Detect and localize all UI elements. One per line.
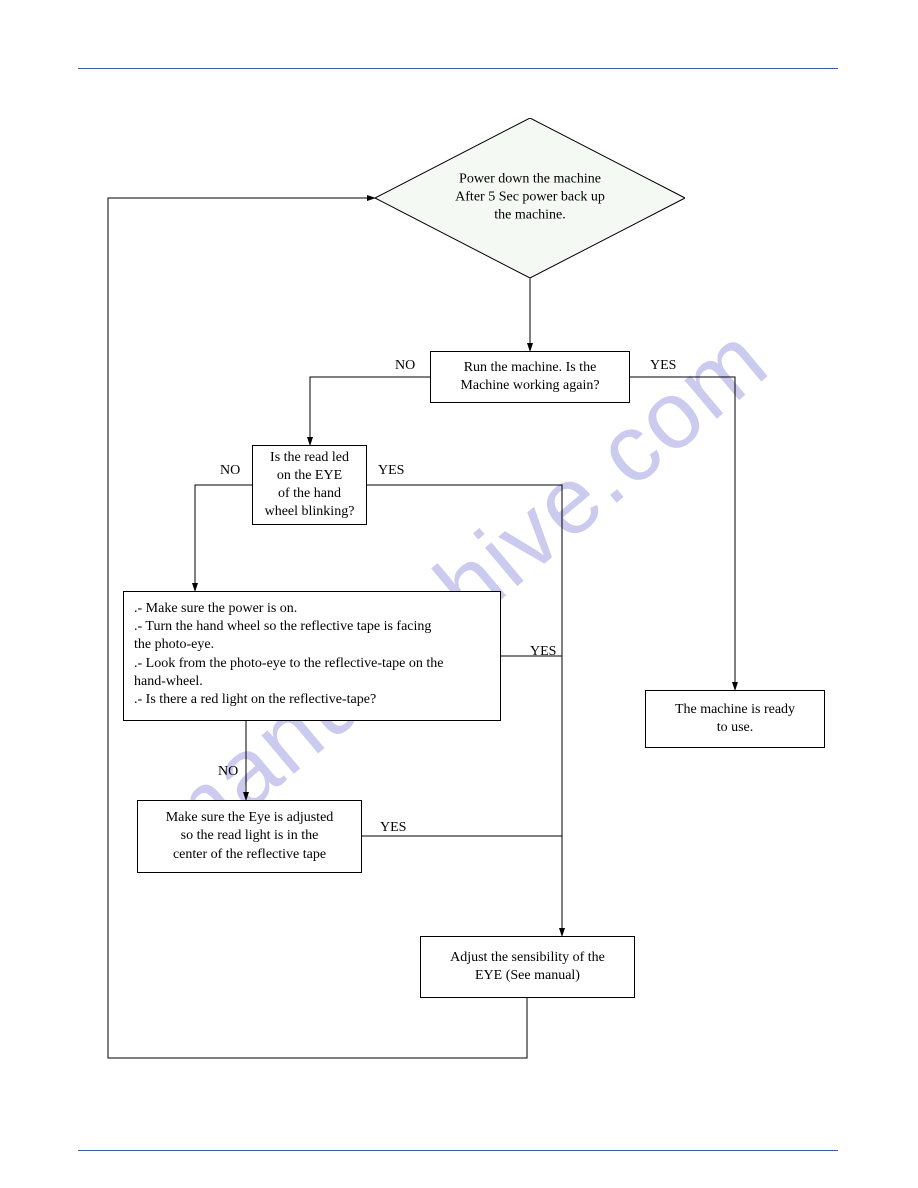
- rule-bottom: [78, 1150, 838, 1151]
- node-run-text: Run the machine. Is the Machine working …: [460, 359, 599, 395]
- node-led-text: Is the read led on the EYE of the hand w…: [265, 449, 355, 522]
- node-check-text: .- Make sure the power is on. .- Turn th…: [134, 600, 443, 709]
- node-check-power: .- Make sure the power is on. .- Turn th…: [123, 591, 501, 721]
- node-power-cycle: Power down the machine After 5 Sec power…: [375, 118, 685, 278]
- node-run-machine: Run the machine. Is the Machine working …: [430, 351, 630, 403]
- node-led-blinking: Is the read led on the EYE of the hand w…: [252, 445, 367, 525]
- node-adjust-eye: Make sure the Eye is adjusted so the rea…: [137, 800, 362, 873]
- node-adjust-text: Make sure the Eye is adjusted so the rea…: [166, 809, 334, 864]
- diamond-text: Power down the machine After 5 Sec power…: [420, 171, 640, 226]
- label-no-1: NO: [395, 358, 415, 374]
- node-ready-text: The machine is ready to use.: [675, 701, 795, 737]
- label-yes-3: YES: [530, 644, 556, 660]
- label-yes-2: YES: [378, 463, 404, 479]
- node-ready: The machine is ready to use.: [645, 690, 825, 748]
- rule-top: [78, 68, 838, 69]
- label-yes-4: YES: [380, 820, 406, 836]
- node-sensibility: Adjust the sensibility of the EYE (See m…: [420, 936, 635, 998]
- node-sens-text: Adjust the sensibility of the EYE (See m…: [450, 949, 605, 985]
- label-no-2: NO: [220, 463, 240, 479]
- page: manualshive.com Power down the machine A…: [0, 0, 918, 1188]
- label-no-3: NO: [218, 764, 238, 780]
- label-yes-1: YES: [650, 358, 676, 374]
